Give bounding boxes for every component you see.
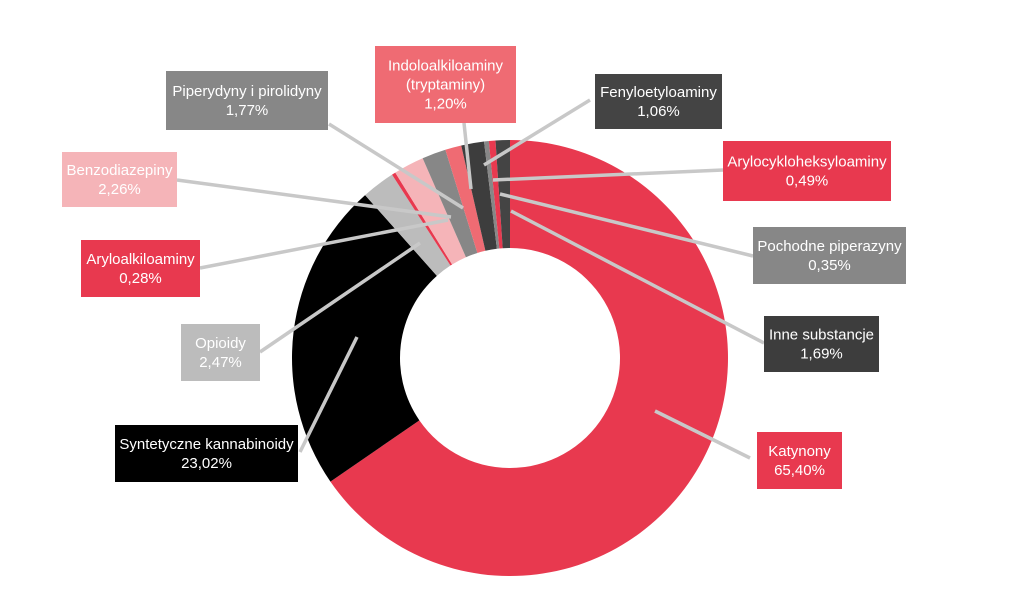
label-katynony: Katynony 65,40% [757, 432, 842, 489]
label-name: Indoloalkiloaminy [388, 58, 504, 75]
label-value: 0,35% [808, 257, 851, 274]
label-box [764, 316, 879, 372]
label-box [115, 425, 298, 482]
label-value: 1,69% [800, 346, 843, 363]
slice-aryloalkiloaminy [392, 172, 453, 266]
slice-syntetyczne-kannabinoidy [292, 195, 437, 482]
leader-line-syntetyczne-kannabinoidy [298, 336, 359, 453]
leader-line-fenyloetyloaminy [483, 98, 591, 167]
label-name: Piperydyny i pirolidyny [172, 83, 322, 100]
label-name: Aryloalkiloaminy [86, 251, 195, 268]
label-syntetyczne-kannabinoidy: Syntetyczne kannabinoidy 23,02% [115, 425, 298, 482]
label-pochodne-piperazyny: Pochodne piperazyny 0,35% [753, 227, 906, 284]
label-value: 0,28% [119, 270, 162, 287]
label-box [166, 71, 328, 130]
leader-line-katynony [654, 409, 751, 460]
label-box [375, 46, 516, 123]
label-name: Arylocykloheksyloaminy [727, 154, 887, 171]
leader-line-indoloalkiloaminy-tryptaminy [462, 122, 473, 190]
label-box [81, 240, 200, 297]
label-benzodiazepiny: Benzodiazepiny 2,26% [62, 152, 177, 207]
leader-lines [176, 98, 765, 460]
label-value: 1,06% [637, 103, 680, 120]
label-box [753, 227, 906, 284]
label-name: Syntetyczne kannabinoidy [119, 436, 294, 453]
label-value: 2,47% [199, 354, 242, 371]
label-box [723, 141, 891, 201]
label-arylocykloheksyloaminy: Arylocykloheksyloaminy 0,49% [723, 141, 891, 201]
label-name: Benzodiazepiny [67, 162, 173, 179]
label-value: 0,49% [786, 173, 829, 190]
slice-benzodiazepiny [395, 158, 466, 265]
slices [292, 140, 728, 576]
label-box [181, 324, 260, 381]
label-name: Pochodne piperazyny [757, 238, 902, 255]
label-value: 1,77% [226, 102, 269, 119]
label-value: 23,02% [181, 455, 232, 472]
data-labels: Katynony 65,40% Syntetyczne kannabinoidy 23… [62, 46, 906, 489]
slice-piperydyny-i-pirolidyny [422, 149, 478, 258]
label-piperydyny-i-pirolidyny: Piperydyny i pirolidyny 1,77% [166, 71, 328, 130]
label-value: 1,20% [424, 96, 467, 113]
label-box [757, 432, 842, 489]
leader-line-aryloalkiloaminy [199, 218, 449, 270]
label-aryloalkiloaminy: Aryloalkiloaminy 0,28% [81, 240, 200, 297]
label-box [595, 74, 722, 129]
leader-line-arylocykloheksyloaminy [492, 168, 724, 182]
leader-line-benzodiazepiny [176, 178, 452, 219]
label-name: Katynony [768, 443, 831, 460]
leader-line-pochodne-piperazyny [499, 192, 754, 258]
label-inne-substancje: Inne substancje 1,69% [764, 316, 879, 372]
leader-line-piperydyny-i-pirolidyny [328, 122, 464, 210]
label-opioidy: Opioidy 2,47% [181, 324, 260, 381]
slice-indoloalkiloaminy-tryptaminy [445, 145, 486, 253]
label-fenyloetyloaminy: Fenyloetyloaminy 1,06% [595, 74, 722, 129]
slice-arylocykloheksyloaminy [488, 140, 503, 249]
slice-pochodne-piperazyny [484, 141, 500, 249]
label-indoloalkiloaminy-tryptaminy: Indoloalkiloaminy (tryptaminy) 1,20% [375, 46, 516, 123]
slice-katynony [330, 140, 728, 576]
label-name: Fenyloetyloaminy [600, 84, 717, 101]
leader-line-inne-substancje [510, 209, 765, 345]
label-name: (tryptaminy) [406, 77, 485, 94]
label-name: Opioidy [195, 335, 246, 352]
leader-line-opioidy [259, 241, 421, 354]
label-box [62, 152, 177, 207]
label-name: Inne substancje [769, 327, 874, 344]
slice-opioidy [365, 174, 451, 276]
label-value: 2,26% [98, 181, 141, 198]
label-value: 65,40% [774, 462, 825, 479]
